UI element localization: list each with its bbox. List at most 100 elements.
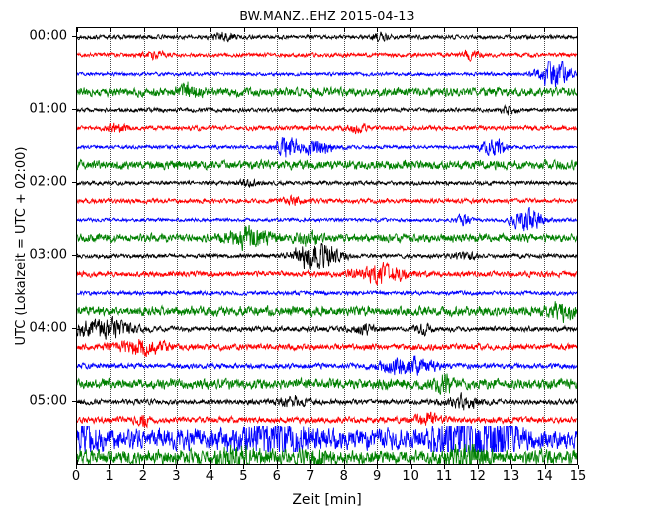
x-tick-mark <box>410 28 412 32</box>
gridline-vertical <box>543 28 545 464</box>
x-tick-mark <box>177 460 178 464</box>
x-tick-label: 9 <box>373 469 382 484</box>
grid-layer <box>77 28 577 464</box>
y-tick-mark-outer <box>72 182 76 184</box>
y-tick-label: 01:00 <box>29 101 67 117</box>
axis-tick-layer <box>77 28 577 464</box>
x-tick-mark <box>510 28 512 32</box>
x-tick-label: 14 <box>536 469 553 484</box>
x-tick-label: 11 <box>435 469 453 484</box>
x-tick-mark <box>443 460 445 464</box>
x-tick-mark <box>143 460 145 464</box>
seismic-trace <box>77 115 577 141</box>
seismic-trace <box>77 61 577 87</box>
gridline-vertical <box>410 28 412 464</box>
seismic-trace <box>77 225 577 251</box>
x-tick-mark <box>577 460 578 464</box>
x-tick-mark <box>577 28 578 32</box>
x-tick-mark <box>343 28 345 32</box>
gridline-vertical <box>477 28 478 464</box>
seismic-trace <box>77 79 577 105</box>
y-tick-mark-outer <box>72 36 76 38</box>
x-tick-mark-outer <box>377 465 379 469</box>
y-tick-mark-outer <box>72 401 76 403</box>
x-tick-mark-outer <box>142 465 144 469</box>
x-tick-mark-outer <box>243 465 245 469</box>
x-tick-mark-outer <box>310 465 312 469</box>
x-tick-mark <box>277 28 278 32</box>
gridline-vertical <box>110 28 112 464</box>
gridline-vertical <box>210 28 212 464</box>
page-title: BW.MANZ..EHZ 2015-04-13 <box>239 8 415 23</box>
seismic-trace <box>77 353 577 379</box>
seismic-trace <box>77 389 577 415</box>
gridline-vertical <box>510 28 512 464</box>
x-tick-label: 5 <box>239 469 248 484</box>
x-tick-mark-outer <box>276 465 278 469</box>
x-tick-mark <box>243 28 245 32</box>
x-tick-label: 1 <box>105 469 114 484</box>
y-tick-mark <box>77 37 81 39</box>
y-tick-label: 02:00 <box>29 174 67 190</box>
seismic-trace <box>77 334 577 360</box>
gridline-vertical <box>310 28 312 464</box>
x-tick-mark <box>443 28 445 32</box>
seismic-trace <box>77 407 577 433</box>
x-tick-mark <box>310 28 312 32</box>
x-tick-mark-outer <box>176 465 178 469</box>
trace-layer <box>77 28 577 464</box>
x-tick-mark <box>543 28 545 32</box>
seismic-trace <box>77 188 577 214</box>
x-tick-label: 4 <box>205 469 214 484</box>
x-tick-mark <box>143 28 145 32</box>
x-tick-label: 6 <box>272 469 281 484</box>
y-tick-label: 03:00 <box>29 247 67 263</box>
y-tick-label: 04:00 <box>29 320 67 336</box>
x-tick-mark <box>77 460 78 464</box>
gridline-vertical <box>243 28 245 464</box>
y-tick-mark <box>77 110 81 112</box>
x-tick-mark <box>243 460 245 464</box>
x-tick-mark <box>110 460 112 464</box>
gridline-vertical <box>277 28 278 464</box>
seismic-trace <box>77 261 577 287</box>
x-tick-mark <box>543 460 545 464</box>
x-tick-mark-outer <box>209 465 211 469</box>
seismic-trace <box>77 243 577 269</box>
x-tick-mark-outer <box>578 465 579 469</box>
x-tick-label: 15 <box>569 469 587 484</box>
y-tick-mark <box>77 183 81 185</box>
x-tick-mark <box>343 460 345 464</box>
seismic-trace <box>77 444 577 465</box>
x-tick-mark <box>477 28 478 32</box>
x-tick-mark <box>210 460 212 464</box>
x-tick-label: 3 <box>172 469 181 484</box>
x-tick-mark-outer <box>76 465 77 469</box>
seismic-trace <box>77 371 577 397</box>
x-tick-mark-outer <box>109 465 111 469</box>
gridline-vertical <box>143 28 145 464</box>
x-tick-mark-outer <box>343 465 345 469</box>
x-tick-label: 10 <box>402 469 419 484</box>
x-tick-mark <box>210 28 212 32</box>
y-tick-mark <box>77 256 81 258</box>
x-tick-mark-outer <box>410 465 412 469</box>
x-tick-mark-outer <box>444 465 446 469</box>
x-tick-mark <box>377 460 378 464</box>
gridline-vertical <box>377 28 378 464</box>
x-tick-mark-outer <box>544 465 546 469</box>
seismic-trace <box>77 170 577 196</box>
x-tick-label: 7 <box>306 469 315 484</box>
x-tick-mark <box>77 28 78 32</box>
seismic-trace <box>77 97 577 123</box>
y-tick-mark <box>77 329 81 331</box>
seismic-trace <box>77 207 577 233</box>
y-tick-mark-outer <box>72 255 76 257</box>
y-tick-label: 05:00 <box>29 393 67 409</box>
seismic-trace <box>77 134 577 160</box>
x-tick-mark <box>510 460 512 464</box>
seismic-trace <box>77 152 577 178</box>
x-tick-mark <box>377 28 378 32</box>
x-tick-label: 0 <box>71 469 81 484</box>
x-tick-mark <box>177 28 178 32</box>
